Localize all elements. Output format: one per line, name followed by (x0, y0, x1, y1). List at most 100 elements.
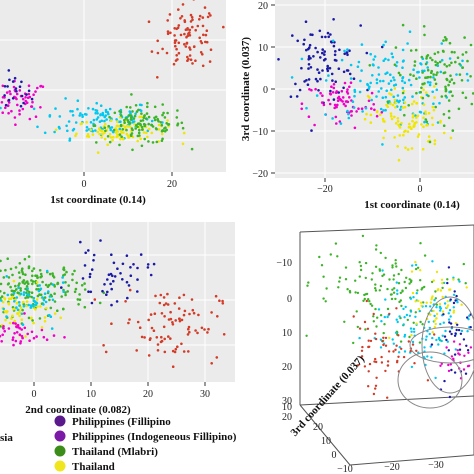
data-point (334, 80, 338, 83)
data-point (18, 304, 21, 307)
data-point (155, 140, 159, 144)
data-point (434, 60, 437, 63)
data-point (147, 127, 151, 131)
data-point (28, 339, 31, 343)
data-point (469, 43, 473, 47)
data-point (326, 67, 330, 70)
data-point (182, 131, 186, 135)
data-point (131, 110, 134, 113)
data-point (410, 127, 413, 131)
data-point (456, 323, 459, 326)
data-point (343, 52, 347, 56)
data-point (408, 314, 412, 317)
data-point (127, 321, 130, 325)
data-point (154, 294, 157, 298)
data-point (102, 344, 105, 347)
data-point (308, 43, 312, 47)
data-point (377, 73, 381, 76)
data-point (309, 66, 313, 69)
data-point (74, 287, 78, 291)
data-point (42, 303, 45, 306)
data-point (14, 339, 18, 343)
data-point (419, 242, 422, 245)
data-point (436, 121, 440, 124)
data-point (330, 85, 333, 88)
data-point (456, 56, 460, 59)
data-point (187, 350, 190, 353)
data-point (131, 148, 134, 152)
data-point (361, 110, 364, 113)
legend-marker (54, 445, 66, 457)
data-point (134, 127, 137, 130)
data-point (89, 290, 93, 294)
data-point (4, 103, 8, 107)
data-point (398, 315, 401, 318)
data-point (156, 343, 160, 346)
data-point (126, 119, 130, 122)
data-point (392, 278, 395, 281)
data-point (2, 276, 6, 279)
data-point (423, 33, 426, 37)
data-point (140, 112, 143, 115)
data-point (29, 306, 33, 309)
data-point (128, 122, 132, 125)
data-point (197, 313, 200, 317)
data-point (95, 101, 98, 105)
data-point (423, 120, 426, 124)
data-point (451, 94, 454, 98)
data-point (401, 76, 405, 79)
data-point (0, 340, 3, 343)
data-point (433, 142, 437, 146)
data-point (35, 298, 39, 301)
data-point (320, 264, 324, 267)
data-point (48, 298, 51, 302)
data-point (14, 87, 18, 90)
data-point (461, 59, 464, 63)
data-point (348, 85, 351, 89)
data-point (390, 297, 394, 301)
data-point (465, 286, 468, 289)
data-point (379, 251, 382, 255)
data-point (6, 293, 10, 297)
data-point (113, 111, 117, 115)
data-point (109, 128, 112, 132)
data-point (155, 336, 159, 339)
data-point (56, 309, 59, 313)
data-point (345, 51, 349, 54)
data-point (431, 58, 434, 62)
data-point (91, 129, 94, 133)
data-point (136, 320, 140, 324)
data-point (317, 71, 321, 74)
data-point (439, 364, 442, 367)
data-point (163, 116, 167, 119)
data-point (316, 79, 319, 83)
data-point (19, 104, 23, 108)
data-point (372, 315, 375, 318)
data-point (445, 65, 449, 68)
data-point (448, 395, 452, 399)
data-point (76, 99, 80, 102)
data-point (411, 95, 414, 98)
data-point (441, 310, 445, 313)
data-point (322, 103, 326, 107)
data-point (146, 129, 150, 133)
data-point (413, 123, 416, 126)
data-point (372, 103, 376, 106)
data-point (36, 125, 39, 129)
data-point (12, 292, 16, 295)
y-tick-label: −20 (252, 169, 268, 180)
data-point (161, 103, 164, 106)
data-point (112, 261, 116, 265)
data-point (455, 294, 458, 298)
data-point (104, 122, 107, 126)
data-point (458, 353, 461, 356)
data-point (143, 124, 146, 128)
data-point (428, 140, 432, 144)
data-point (463, 36, 466, 39)
data-point (450, 332, 453, 336)
data-point (335, 59, 338, 62)
data-point (420, 86, 423, 90)
legend-label: Thailand (Mlabri) (72, 446, 158, 458)
data-point (318, 255, 321, 259)
